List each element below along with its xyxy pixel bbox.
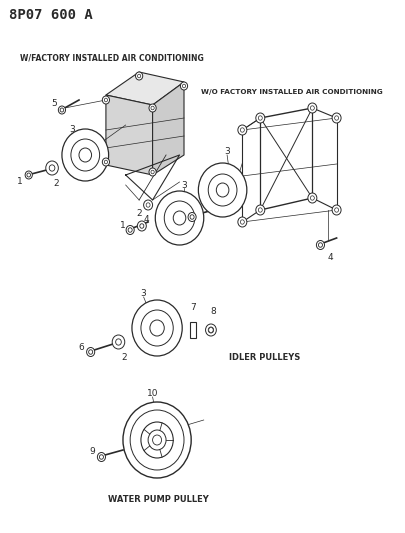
Circle shape: [144, 200, 153, 210]
FancyBboxPatch shape: [190, 322, 196, 338]
Text: 3: 3: [181, 181, 187, 190]
Circle shape: [190, 215, 194, 219]
Circle shape: [208, 327, 213, 333]
Circle shape: [256, 113, 265, 123]
Text: 2: 2: [54, 179, 60, 188]
Text: 2: 2: [136, 208, 142, 217]
Circle shape: [27, 173, 30, 177]
Polygon shape: [153, 82, 184, 175]
Circle shape: [335, 116, 339, 120]
Text: 3: 3: [224, 148, 230, 157]
Circle shape: [89, 350, 93, 354]
Circle shape: [151, 170, 154, 174]
Circle shape: [238, 217, 247, 227]
Circle shape: [141, 422, 173, 458]
Polygon shape: [106, 95, 153, 175]
Text: 3: 3: [69, 125, 75, 134]
Circle shape: [241, 128, 244, 132]
Circle shape: [173, 211, 186, 225]
Circle shape: [188, 213, 196, 222]
Circle shape: [182, 84, 185, 88]
Text: IDLER PULLEYS: IDLER PULLEYS: [229, 353, 300, 362]
Circle shape: [316, 240, 324, 249]
Text: 3: 3: [141, 289, 147, 298]
Circle shape: [180, 82, 188, 90]
Circle shape: [138, 74, 141, 78]
Text: W/FACTORY INSTALLED AIR CONDITIONING: W/FACTORY INSTALLED AIR CONDITIONING: [20, 53, 203, 62]
Circle shape: [104, 98, 108, 102]
Circle shape: [137, 221, 146, 231]
Circle shape: [141, 310, 173, 346]
Text: 10: 10: [147, 389, 158, 398]
Circle shape: [116, 339, 121, 345]
Circle shape: [332, 113, 341, 123]
Circle shape: [148, 430, 166, 450]
Text: 8P07 600 A: 8P07 600 A: [9, 8, 93, 22]
Circle shape: [151, 106, 154, 110]
Text: W/O FACTORY INSTALLED AIR CONDITIONING: W/O FACTORY INSTALLED AIR CONDITIONING: [201, 89, 383, 95]
Text: 8: 8: [211, 308, 217, 317]
Circle shape: [238, 125, 247, 135]
Circle shape: [241, 220, 244, 224]
Circle shape: [140, 224, 144, 228]
Circle shape: [256, 205, 265, 215]
Circle shape: [123, 402, 191, 478]
Circle shape: [318, 243, 322, 247]
Text: 5: 5: [51, 100, 57, 109]
Circle shape: [164, 201, 195, 235]
Circle shape: [206, 324, 216, 336]
Text: 6: 6: [78, 343, 84, 352]
Circle shape: [153, 435, 162, 445]
Text: 5: 5: [181, 207, 187, 216]
Circle shape: [155, 191, 204, 245]
Circle shape: [112, 335, 125, 349]
Circle shape: [79, 148, 92, 162]
Circle shape: [150, 320, 164, 336]
Circle shape: [97, 453, 105, 462]
Circle shape: [87, 348, 95, 357]
Circle shape: [198, 163, 247, 217]
Text: 1: 1: [120, 221, 126, 230]
Text: 4: 4: [143, 215, 149, 224]
Circle shape: [60, 108, 64, 112]
Text: WATER PUMP PULLEY: WATER PUMP PULLEY: [108, 496, 209, 505]
Text: 2: 2: [121, 353, 127, 362]
Circle shape: [209, 327, 213, 333]
Circle shape: [62, 129, 109, 181]
Polygon shape: [106, 72, 184, 105]
Circle shape: [258, 116, 262, 120]
Circle shape: [126, 225, 134, 235]
Circle shape: [332, 205, 341, 215]
Circle shape: [58, 106, 66, 114]
Circle shape: [310, 106, 314, 110]
Circle shape: [71, 139, 100, 171]
Circle shape: [146, 203, 150, 207]
Circle shape: [99, 455, 103, 459]
Circle shape: [308, 193, 317, 203]
Circle shape: [208, 174, 237, 206]
Circle shape: [149, 104, 156, 112]
Circle shape: [102, 96, 109, 104]
Circle shape: [216, 183, 229, 197]
Circle shape: [335, 208, 339, 212]
Circle shape: [49, 165, 55, 171]
Circle shape: [25, 171, 32, 179]
Circle shape: [102, 158, 109, 166]
Circle shape: [132, 300, 182, 356]
Circle shape: [104, 160, 108, 164]
Circle shape: [149, 168, 156, 176]
Text: 4: 4: [328, 254, 333, 262]
Circle shape: [308, 103, 317, 113]
Text: 9: 9: [90, 448, 95, 456]
Text: 7: 7: [190, 303, 196, 312]
Circle shape: [130, 410, 184, 470]
Text: 1: 1: [17, 176, 23, 185]
Circle shape: [46, 161, 58, 175]
Circle shape: [310, 196, 314, 200]
Circle shape: [128, 228, 132, 232]
Circle shape: [258, 208, 262, 212]
Circle shape: [136, 72, 143, 80]
